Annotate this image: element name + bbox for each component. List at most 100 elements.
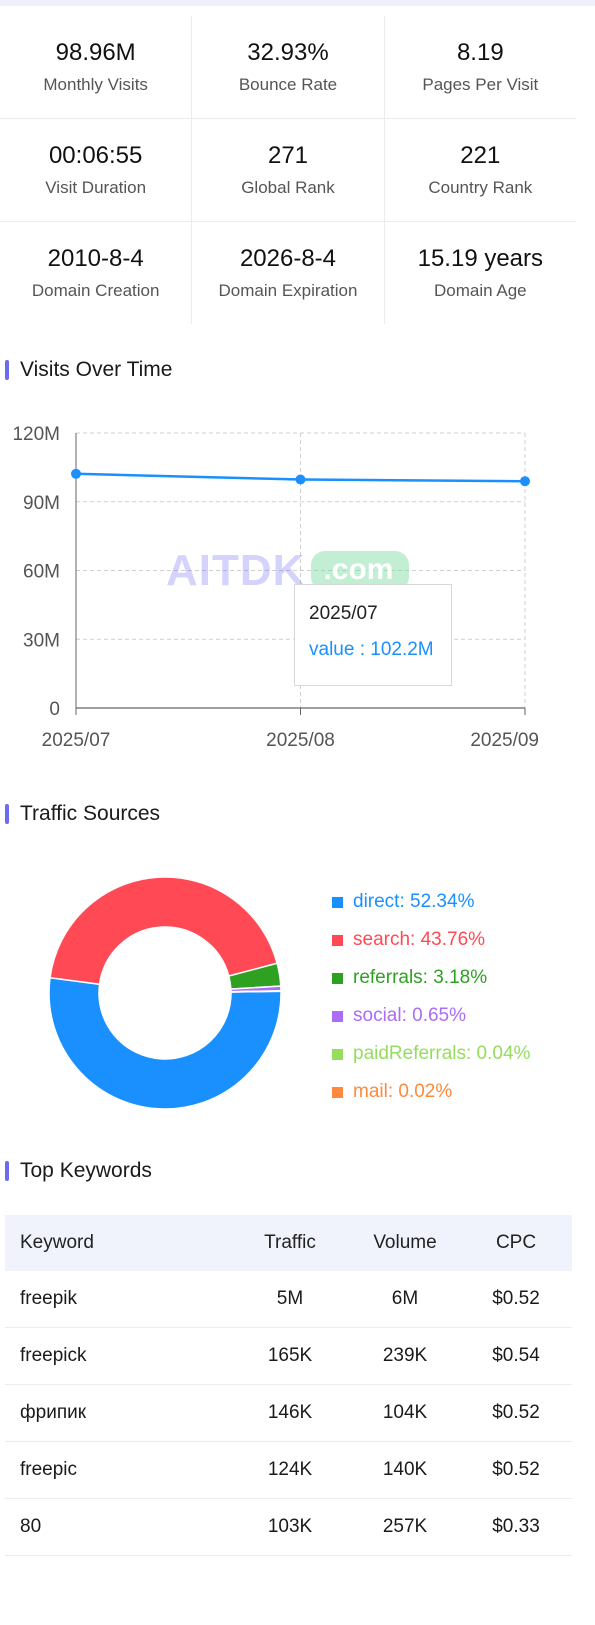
legend-label: social: 0.65% — [353, 1005, 467, 1026]
stats-grid: 98.96M Monthly Visits 32.93% Bounce Rate… — [0, 16, 576, 324]
keyword-cell: freepik — [5, 1271, 230, 1328]
legend-label: mail: 0.02% — [353, 1081, 453, 1102]
legend-item-social[interactable]: social: 0.65% — [332, 997, 530, 1035]
cpc-cell: $0.52 — [460, 1271, 572, 1328]
legend-item-referrals[interactable]: referrals: 3.18% — [332, 959, 530, 997]
x-tick-label: 2025/08 — [266, 730, 335, 751]
section-accent-bar — [5, 1161, 9, 1181]
stat-value: 00:06:55 — [48, 142, 143, 169]
y-tick-label: 120M — [12, 424, 60, 445]
volume-cell: 257K — [350, 1498, 460, 1556]
visits-section-title: Visits Over Time — [5, 358, 172, 382]
visits-title-text: Visits Over Time — [20, 358, 173, 381]
legend-label: search: 43.76% — [353, 929, 486, 950]
legend-item-direct[interactable]: direct: 52.34% — [332, 883, 530, 921]
stat-domain-creation: 2010-8-4 Domain Creation — [0, 222, 193, 324]
table-row[interactable]: 80 103K 257K $0.33 — [5, 1498, 572, 1556]
stat-value: 2026-8-4 — [239, 245, 337, 272]
data-point — [71, 468, 81, 479]
volume-cell: 6M — [350, 1271, 460, 1328]
tooltip-date: 2025/07 — [309, 603, 378, 624]
table-row[interactable]: фрипик 146K 104K $0.52 — [5, 1384, 572, 1442]
keyword-cell: фрипик — [5, 1384, 230, 1442]
traffic-cell: 165K — [230, 1327, 350, 1385]
cpc-cell: $0.52 — [460, 1441, 572, 1499]
stat-value: 271 — [267, 142, 309, 169]
stat-value: 32.93% — [247, 39, 329, 66]
stat-visit-duration: 00:06:55 Visit Duration — [0, 119, 193, 221]
volume-cell: 104K — [350, 1384, 460, 1442]
table-row[interactable]: freepik 5M 6M $0.52 — [5, 1271, 572, 1328]
traffic-donut-chart[interactable] — [40, 868, 290, 1118]
stat-global-rank: 271 Global Rank — [192, 119, 385, 221]
legend-label: referrals: 3.18% — [353, 967, 488, 988]
legend-swatch — [332, 934, 343, 946]
col-header-cpc: CPC — [460, 1215, 572, 1271]
keywords-section-title: Top Keywords — [5, 1159, 152, 1183]
stat-label: Domain Age — [434, 281, 527, 300]
stat-label: Bounce Rate — [238, 75, 338, 94]
top-strip — [0, 0, 595, 6]
stat-monthly-visits: 98.96M Monthly Visits — [0, 16, 193, 118]
y-tick-label: 0 — [49, 699, 60, 720]
x-tick-label: 2025/09 — [470, 730, 539, 751]
legend-swatch — [332, 896, 343, 908]
stat-label: Domain Expiration — [218, 281, 358, 300]
stat-value: 2010-8-4 — [47, 245, 144, 272]
data-point — [520, 476, 530, 487]
slice-direct — [48, 976, 282, 1110]
x-tick-label: 2025/07 — [42, 730, 111, 751]
stat-value: 8.19 — [456, 39, 504, 66]
cpc-cell: $0.33 — [460, 1498, 572, 1556]
stat-pages-per-visit: 8.19 Pages Per Visit — [385, 16, 576, 118]
y-tick-label: 60M — [23, 562, 60, 583]
traffic-title-text: Traffic Sources — [20, 802, 161, 825]
legend-swatch — [332, 1086, 343, 1098]
watermark-main-text: AITDK — [166, 546, 306, 595]
volume-cell: 140K — [350, 1441, 460, 1499]
legend-swatch — [332, 1010, 343, 1022]
legend-label: direct: 52.34% — [353, 891, 475, 912]
traffic-legend: direct: 52.34% search: 43.76% referrals: 3… — [332, 883, 530, 1111]
stats-row: 00:06:55 Visit Duration 271 Global Rank … — [0, 119, 576, 222]
stat-domain-expiration: 2026-8-4 Domain Expiration — [192, 222, 385, 324]
traffic-cell: 103K — [230, 1498, 350, 1556]
section-accent-bar — [5, 360, 9, 380]
legend-label: paidReferrals: 0.04% — [353, 1043, 531, 1064]
table-row[interactable]: freepic 124K 140K $0.52 — [5, 1441, 572, 1499]
y-tick-label: 30M — [23, 630, 60, 651]
legend-item-paidReferrals[interactable]: paidReferrals: 0.04% — [332, 1035, 530, 1073]
stat-label: Global Rank — [241, 178, 335, 197]
y-tick-label: 90M — [23, 493, 60, 514]
keyword-cell: freepick — [5, 1327, 230, 1385]
col-header-keyword: Keyword — [5, 1215, 230, 1271]
table-row[interactable]: freepick 165K 239K $0.54 — [5, 1327, 572, 1385]
keywords-title-text: Top Keywords — [20, 1159, 152, 1182]
col-header-traffic: Traffic — [230, 1215, 350, 1271]
legend-item-mail[interactable]: mail: 0.02% — [332, 1073, 530, 1111]
legend-item-search[interactable]: search: 43.76% — [332, 921, 530, 959]
cpc-cell: $0.52 — [460, 1384, 572, 1442]
data-point — [295, 474, 306, 485]
stat-label: Country Rank — [428, 178, 533, 197]
table-header-row: Keyword Traffic Volume CPC — [5, 1215, 572, 1271]
visits-line-chart[interactable]: 0 30M 60M 90M 120M 2025/07 2025/08 2025/09 — [0, 415, 595, 760]
traffic-section-title: Traffic Sources — [5, 802, 160, 826]
keyword-cell: 80 — [5, 1498, 230, 1556]
keyword-cell: freepic — [5, 1441, 230, 1499]
section-accent-bar — [5, 804, 9, 824]
chart-tooltip: 2025/07 value : 102.2M — [294, 584, 452, 686]
cpc-cell: $0.54 — [460, 1327, 572, 1385]
slice-search — [49, 876, 279, 986]
stat-country-rank: 221 Country Rank — [385, 119, 576, 221]
stat-value: 221 — [460, 142, 501, 169]
stat-label: Domain Creation — [31, 281, 160, 300]
stat-label: Monthly Visits — [43, 75, 148, 94]
keywords-table: Keyword Traffic Volume CPC freepik 5M 6M… — [5, 1215, 572, 1556]
stat-label: Pages Per Visit — [422, 75, 539, 94]
stat-bounce-rate: 32.93% Bounce Rate — [192, 16, 385, 118]
stat-value: 15.19 years — [417, 245, 544, 272]
traffic-cell: 146K — [230, 1384, 350, 1442]
legend-swatch — [332, 1048, 343, 1060]
tooltip-value: value : 102.2M — [309, 639, 434, 660]
